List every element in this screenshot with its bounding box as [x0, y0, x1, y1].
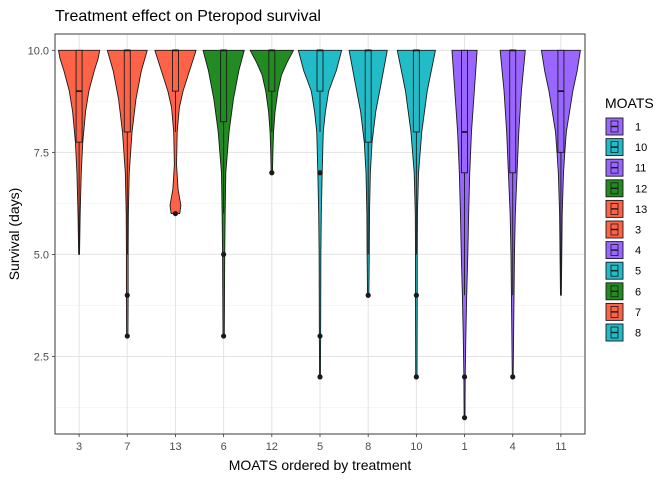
outlier-point [413, 292, 419, 298]
violin-moats-5 [297, 49, 343, 380]
legend-label: 6 [635, 286, 641, 298]
outlier-point [413, 374, 419, 380]
violin-body [297, 49, 343, 378]
outlier-point [317, 333, 323, 339]
y-axis-title: Survival (days) [6, 188, 22, 281]
outlier-point [221, 333, 227, 339]
box-iqr [268, 49, 276, 92]
y-axis: 2.5 5.0 7.5 10.0 [28, 45, 55, 363]
legend-item-7: 7 [605, 302, 641, 321]
box-iqr [557, 49, 565, 153]
outlier-point [124, 292, 130, 298]
violin-moats-8 [348, 49, 388, 298]
legend-item-6: 6 [605, 282, 641, 301]
violin-moats-3 [58, 49, 101, 255]
box-iqr [509, 49, 517, 174]
legend-label: 8 [635, 328, 641, 340]
legend-label: 1 [635, 122, 641, 134]
legend-label: 3 [635, 225, 641, 237]
x-tick-label: 5 [317, 441, 323, 453]
outlier-point [510, 374, 516, 380]
violin-moats-1 [451, 49, 478, 421]
box-iqr [220, 49, 228, 123]
y-tick-label: 7.5 [34, 147, 49, 159]
x-tick-label: 11 [555, 441, 566, 453]
legend-label: 10 [635, 142, 647, 154]
box-iqr [123, 49, 131, 133]
violin-body [154, 49, 197, 215]
x-axis: 3 7 13 6 12 5 8 10 1 4 11 [76, 434, 567, 453]
legend-label: 12 [635, 183, 647, 195]
legend-label: 7 [635, 307, 641, 319]
legend: MOATS 1 10 11 12 13 3 4 5 6 7 8 [605, 95, 654, 342]
x-tick-label: 10 [410, 441, 422, 453]
box-iqr [172, 49, 179, 92]
x-tick-label: 13 [169, 441, 181, 453]
legend-item-13: 13 [605, 199, 647, 218]
x-tick-label: 12 [266, 441, 278, 453]
box-iqr [316, 49, 324, 92]
x-tick-label: 4 [510, 441, 516, 453]
legend-item-4: 4 [605, 241, 641, 260]
outlier-point [365, 292, 371, 298]
box-iqr [412, 49, 420, 133]
legend-item-12: 12 [605, 179, 647, 198]
legend-label: 4 [635, 245, 641, 257]
x-axis-title: MOATS ordered by treatment [229, 457, 412, 473]
x-tick-label: 1 [461, 441, 467, 453]
legend-label: 13 [635, 204, 647, 216]
y-tick-label: 10.0 [28, 45, 49, 57]
legend-item-3: 3 [605, 220, 641, 239]
legend-item-11: 11 [605, 158, 646, 177]
outlier-point [269, 170, 275, 176]
violin-moats-10 [396, 49, 436, 380]
x-tick-label: 3 [76, 441, 82, 453]
outlier-point [461, 374, 468, 380]
violins [58, 49, 581, 421]
outlier-point [317, 374, 323, 380]
x-tick-label: 6 [221, 441, 227, 453]
outlier-point [221, 251, 227, 258]
chart-title: Treatment effect on Pteropod survival [55, 8, 321, 25]
legend-title: MOATS [605, 95, 654, 111]
outlier-point [461, 415, 468, 421]
legend-items: 1 10 11 12 13 3 4 5 6 7 8 [605, 117, 647, 342]
violin-moats-12 [249, 49, 294, 176]
violin-moats-6 [202, 49, 245, 339]
violin-moats-7 [106, 49, 148, 339]
box-iqr [461, 49, 468, 174]
box-iqr [364, 49, 372, 143]
outlier-point [124, 333, 130, 339]
legend-item-5: 5 [605, 261, 641, 280]
x-tick-label: 7 [124, 441, 130, 453]
legend-item-8: 8 [605, 323, 641, 342]
box-iqr [75, 49, 83, 143]
legend-label: 5 [635, 266, 641, 278]
violin-moats-13 [154, 49, 197, 217]
legend-item-10: 10 [605, 138, 647, 157]
legend-item-1: 1 [605, 117, 641, 136]
outlier-point [317, 170, 323, 176]
violin-moats-4 [499, 49, 526, 380]
y-tick-label: 2.5 [34, 351, 49, 363]
legend-label: 11 [635, 163, 646, 175]
violin-moats-11 [540, 49, 581, 296]
x-tick-label: 8 [365, 441, 371, 453]
outlier-point [172, 210, 179, 217]
y-tick-label: 5.0 [34, 249, 49, 261]
